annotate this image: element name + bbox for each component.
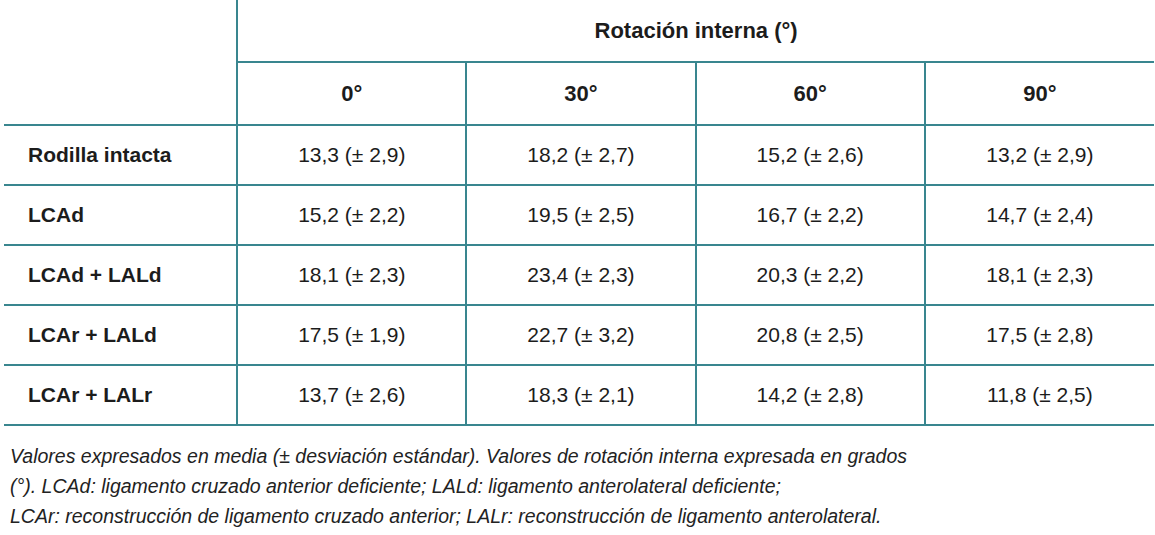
value-cell: 13,3 (± 2,9) — [237, 125, 466, 185]
value-cell: 18,2 (± 2,7) — [466, 125, 695, 185]
table-row: LCAr + LALd 17,5 (± 1,9) 22,7 (± 3,2) 20… — [4, 305, 1154, 365]
group-header-row: Rotación interna (°) — [4, 0, 1154, 62]
value-cell: 18,3 (± 2,1) — [466, 365, 695, 425]
value-cell: 22,7 (± 3,2) — [466, 305, 695, 365]
footnote-line: (°). LCAd: ligamento cruzado anterior de… — [10, 471, 1145, 501]
value-cell: 17,5 (± 2,8) — [925, 305, 1154, 365]
value-cell: 23,4 (± 2,3) — [466, 245, 695, 305]
table-row: LCAd + LALd 18,1 (± 2,3) 23,4 (± 2,3) 20… — [4, 245, 1154, 305]
value-cell: 18,1 (± 2,3) — [237, 245, 466, 305]
value-cell: 13,2 (± 2,9) — [925, 125, 1154, 185]
row-header-cell: LCAd + LALd — [4, 245, 237, 305]
corner-cell — [4, 0, 237, 62]
value-cell: 13,7 (± 2,6) — [237, 365, 466, 425]
results-table: Rotación interna (°) 0° 30° 60° 90° Rodi… — [4, 0, 1154, 426]
table-footnote: Valores expresados en media (± desviació… — [10, 441, 1145, 531]
value-cell: 15,2 (± 2,2) — [237, 185, 466, 245]
footnote-line: Valores expresados en media (± desviació… — [10, 441, 1145, 471]
value-cell: 19,5 (± 2,5) — [466, 185, 695, 245]
row-header-cell: Rodilla intacta — [4, 125, 237, 185]
footnote-line: LCAr: reconstrucción de ligamento cruzad… — [10, 501, 1145, 531]
value-cell: 14,7 (± 2,4) — [925, 185, 1154, 245]
column-header-cell: 30° — [466, 62, 695, 125]
table-row: LCAd 15,2 (± 2,2) 19,5 (± 2,5) 16,7 (± 2… — [4, 185, 1154, 245]
value-cell: 15,2 (± 2,6) — [696, 125, 925, 185]
stub-cell — [4, 62, 237, 125]
row-header-cell: LCAr + LALd — [4, 305, 237, 365]
value-cell: 16,7 (± 2,2) — [696, 185, 925, 245]
row-header-cell: LCAd — [4, 185, 237, 245]
value-cell: 11,8 (± 2,5) — [925, 365, 1154, 425]
value-cell: 20,3 (± 2,2) — [696, 245, 925, 305]
column-header-row: 0° 30° 60° 90° — [4, 62, 1154, 125]
value-cell: 18,1 (± 2,3) — [925, 245, 1154, 305]
table-row: Rodilla intacta 13,3 (± 2,9) 18,2 (± 2,7… — [4, 125, 1154, 185]
value-cell: 17,5 (± 1,9) — [237, 305, 466, 365]
column-header-cell: 60° — [696, 62, 925, 125]
row-header-cell: LCAr + LALr — [4, 365, 237, 425]
column-header-cell: 0° — [237, 62, 466, 125]
value-cell: 14,2 (± 2,8) — [696, 365, 925, 425]
group-header-cell: Rotación interna (°) — [237, 0, 1154, 62]
table-figure: Rotación interna (°) 0° 30° 60° 90° Rodi… — [0, 0, 1155, 535]
column-header-cell: 90° — [925, 62, 1154, 125]
table-row: LCAr + LALr 13,7 (± 2,6) 18,3 (± 2,1) 14… — [4, 365, 1154, 425]
value-cell: 20,8 (± 2,5) — [696, 305, 925, 365]
